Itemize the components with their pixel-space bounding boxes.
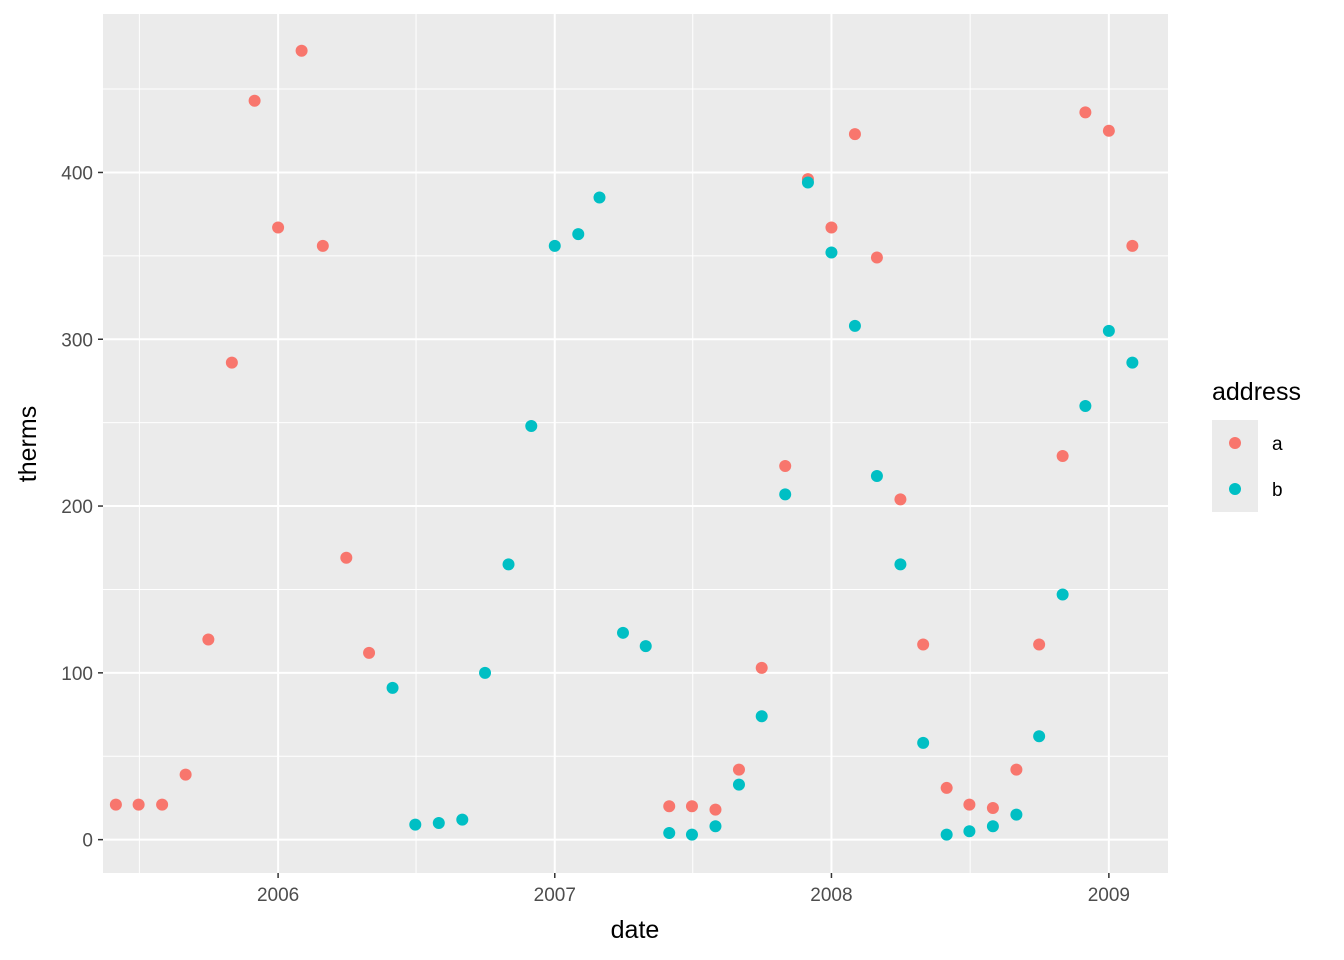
data-point-a [202,633,215,646]
data-point-b [940,828,953,841]
data-point-b [755,710,768,723]
data-point-a [1010,763,1023,776]
data-point-a [848,128,861,141]
data-point-b [525,419,538,432]
data-point-b [986,820,999,833]
y-axis: 0 100 200 300 400 [61,163,103,852]
data-point-a [894,493,907,506]
y-tick-label: 0 [82,831,93,852]
x-tick-label: 2008 [810,885,852,906]
data-point-b [917,736,930,749]
data-point-b [479,666,492,679]
legend-swatch-a [1229,437,1241,449]
data-point-b [639,640,652,653]
data-points [109,44,1139,841]
plot-panel [103,14,1168,873]
data-point-b [1102,324,1115,337]
data-point-b [432,816,445,829]
data-point-a [156,798,169,811]
y-axis-title: therms [14,406,42,482]
data-point-b [1126,356,1139,369]
data-point-b [386,681,399,694]
grid-major [103,14,1168,873]
legend-label-a: a [1272,434,1283,455]
data-point-a [1126,239,1139,252]
data-point-b [409,818,422,831]
x-tick-label: 2009 [1088,885,1130,906]
data-point-b [456,813,469,826]
data-point-a [663,800,676,813]
data-point-a [755,661,768,674]
data-point-a [917,638,930,651]
legend-swatch-b [1229,483,1241,495]
data-point-b [870,470,883,483]
data-point-b [894,558,907,571]
data-point-b [548,239,561,252]
data-point-b [1010,808,1023,821]
data-point-b [572,228,585,241]
data-point-b [963,825,976,838]
data-point-b [502,558,515,571]
data-point-b [779,488,792,501]
x-tick-label: 2006 [257,885,299,906]
y-tick-label: 100 [61,664,93,685]
data-point-b [732,778,745,791]
data-point-a [109,798,122,811]
data-point-a [732,763,745,776]
y-tick-label: 300 [61,330,93,351]
data-point-a [1102,124,1115,137]
data-point-b [1033,730,1046,743]
data-point-a [779,460,792,473]
data-point-a [316,239,329,252]
data-point-a [363,646,376,659]
x-tick-label: 2007 [534,885,576,906]
data-point-b [616,626,629,639]
data-point-a [825,221,838,234]
x-axis-title: date [611,916,660,944]
data-point-b [593,191,606,204]
data-point-a [132,798,145,811]
data-point-a [709,803,722,816]
data-point-a [685,800,698,813]
legend-label-b: b [1272,480,1283,501]
grid-minor [103,14,1168,873]
data-point-a [986,801,999,814]
data-point-a [870,251,883,264]
legend-title: address [1212,378,1301,406]
data-point-b [1079,399,1092,412]
data-point-a [963,798,976,811]
data-point-b [709,820,722,833]
data-point-a [295,44,308,57]
data-point-a [179,768,192,781]
y-tick-label: 400 [61,163,93,184]
data-point-a [340,551,353,564]
data-point-a [272,221,285,234]
legend: address a b [1212,378,1301,512]
data-point-a [940,781,953,794]
data-point-a [248,94,261,107]
data-point-b [801,176,814,189]
data-point-a [1033,638,1046,651]
data-point-b [848,319,861,332]
data-point-b [825,246,838,259]
x-axis: 2006 2007 2008 2009 [257,873,1130,906]
data-point-a [1079,106,1092,119]
data-point-b [663,826,676,839]
data-point-b [1056,588,1069,601]
data-point-a [1056,450,1069,463]
y-tick-label: 200 [61,497,93,518]
data-point-a [225,356,238,369]
data-point-b [685,828,698,841]
